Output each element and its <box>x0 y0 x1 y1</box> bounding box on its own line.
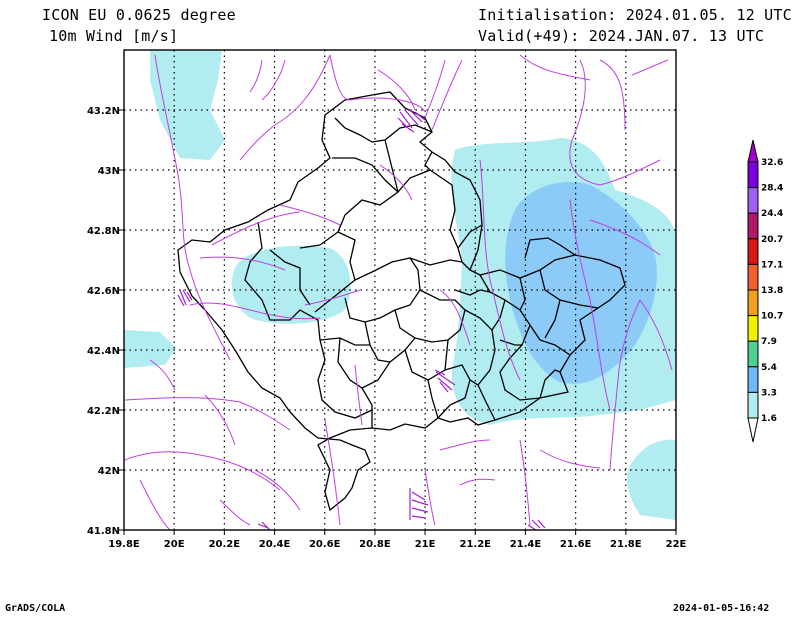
colorbar-segment <box>747 315 759 342</box>
colorbar-segment <box>747 263 759 291</box>
inner-border-u <box>544 299 561 339</box>
colorbar-label: 17.1 <box>761 260 783 270</box>
colorbar: 32.6 28.4 24.4 20.7 17.1 13.8 10.7 7.9 5.4 3.3 1.6 <box>747 139 783 443</box>
colorbar-label: 7.9 <box>761 337 777 347</box>
inner-border-j <box>319 337 370 346</box>
inner-border-i <box>364 321 416 363</box>
inner-border-l <box>361 387 373 428</box>
admin-boundaries <box>177 91 626 512</box>
wind-streamlines <box>124 54 673 530</box>
x-tick-label: 20E <box>164 539 185 550</box>
inner-border-o <box>437 364 471 419</box>
x-tick-label: 20.2E <box>209 539 241 550</box>
shade-1-6-nw <box>150 50 225 160</box>
inner-border-m <box>404 339 449 381</box>
x-tick-label: 20.4E <box>259 539 291 550</box>
wind-arrow-clusters <box>177 109 546 530</box>
y-tick-label: 42.4N <box>87 346 120 357</box>
colorbar-segment <box>747 289 759 317</box>
colorbar-segment <box>747 212 759 240</box>
shade-1-6-se <box>627 439 676 520</box>
inner-border-q <box>479 274 571 356</box>
y-tick-label: 43N <box>98 166 120 177</box>
y-tick-label: 42N <box>98 466 120 477</box>
colorbar-bottom-triangle <box>747 417 759 443</box>
y-tick-label: 43.2N <box>87 106 120 117</box>
inner-border-b <box>299 231 356 313</box>
x-tick-label: 21.4E <box>510 539 542 550</box>
colorbar-label: 1.6 <box>761 414 777 424</box>
inner-border-x <box>477 384 496 421</box>
x-tick-label: 21.8E <box>610 539 642 550</box>
colorbar-top-triangle <box>747 139 759 163</box>
inner-border-aa <box>424 151 433 171</box>
inner-border-h <box>394 289 466 343</box>
x-tick-label: 20.6E <box>309 539 341 550</box>
inner-border-ab <box>457 224 483 249</box>
inner-border-w <box>539 369 561 399</box>
inner-border-k <box>337 337 391 389</box>
y-tick-label: 42.2N <box>87 406 120 417</box>
y-tick-label: 42.8N <box>87 226 120 237</box>
x-tick-label: 21.6E <box>560 539 592 550</box>
wind-speed-shading <box>124 50 676 520</box>
inner-border-z <box>384 139 399 193</box>
x-tick-label: 19.8E <box>108 539 140 550</box>
colorbar-segment <box>747 238 759 265</box>
init-time: Initialisation: 2024.01.05. 12 UTC <box>478 6 792 24</box>
inner-border-n <box>427 379 439 419</box>
inner-border-e <box>337 169 463 263</box>
y-tick-label: 42.6N <box>87 286 120 297</box>
inner-border-a <box>244 221 373 419</box>
footer-timestamp: 2024-01-05-16:42 <box>673 603 770 614</box>
variable-title: 10m Wind [m/s] <box>49 27 179 45</box>
inner-border-y <box>334 117 433 143</box>
x-tick-label: 21.2E <box>460 539 492 550</box>
inner-border-g <box>409 257 471 271</box>
axes: 19.8E 20E 20.2E 20.4E 20.6E 20.8E 21E 21.2E 21.4… <box>87 106 687 550</box>
colorbar-label: 10.7 <box>761 312 783 322</box>
colorbar-segment <box>747 187 759 214</box>
model-title: ICON EU 0.0625 degree <box>42 6 236 24</box>
inner-border-c <box>269 249 311 306</box>
valid-time: Valid(+49): 2024.JAN.07. 13 UTC <box>478 27 765 45</box>
colorbar-label: 20.7 <box>761 235 783 245</box>
shade-1-6-left-edge <box>124 330 176 368</box>
colorbar-label: 24.4 <box>761 209 783 219</box>
inner-border-ad <box>454 289 491 296</box>
inner-border-d <box>344 257 421 323</box>
colorbar-label: 13.8 <box>761 286 783 296</box>
inner-border-v <box>519 277 526 311</box>
x-tick-label: 21E <box>415 539 436 550</box>
x-tick-label: 22E <box>666 539 687 550</box>
footer-software: GrADS/COLA <box>5 603 66 614</box>
inner-border-f <box>332 157 399 193</box>
colorbar-segment <box>747 161 759 189</box>
shade-3-3-east <box>505 181 657 384</box>
colorbar-segment <box>747 391 759 419</box>
inner-border-ac <box>524 237 576 259</box>
colorbar-segment <box>747 366 759 393</box>
graticule <box>124 50 676 530</box>
y-tick-label: 41.8N <box>87 526 120 537</box>
colorbar-label: 32.6 <box>761 158 783 168</box>
inner-border-r <box>491 299 506 331</box>
colorbar-label: 3.3 <box>761 388 777 398</box>
shade-1-6-west-blob <box>231 245 351 324</box>
colorbar-segment <box>747 340 759 368</box>
x-tick-label: 20.8E <box>359 539 391 550</box>
colorbar-label: 28.4 <box>761 184 783 194</box>
colorbar-label: 5.4 <box>761 363 777 373</box>
